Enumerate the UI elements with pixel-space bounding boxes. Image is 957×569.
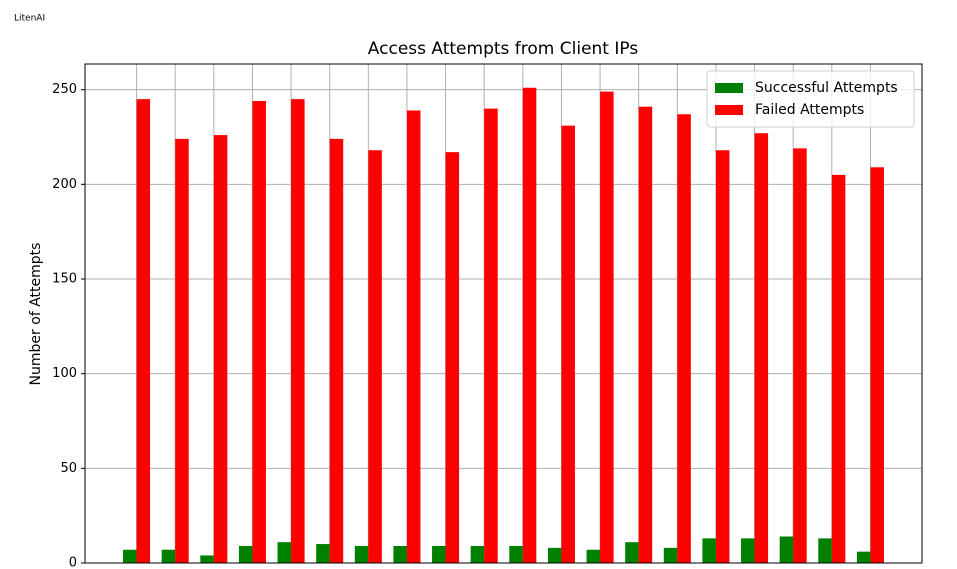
bar [818,538,832,563]
bar [200,555,214,563]
legend-swatch [715,83,743,93]
bar [291,99,305,563]
bar [213,135,228,563]
bar [509,545,523,563]
bar [741,538,755,563]
legend-label: Successful Attempts [755,80,898,96]
bar [393,545,407,563]
bar [754,133,769,563]
bar [702,538,716,563]
bar [793,148,807,563]
bar [316,544,330,563]
app-name: LitenAI [14,14,45,24]
bar [329,138,344,564]
bar [663,547,678,563]
bar [238,545,253,563]
bar [856,551,871,563]
bar [625,542,639,563]
bar [586,549,601,563]
y-tick-label: 250 [52,82,77,97]
bar [136,99,151,563]
y-tick-label: 50 [60,461,77,476]
bar [161,549,176,563]
bar [470,545,485,563]
bar [445,152,460,563]
bar [432,545,446,563]
bar [831,174,846,563]
bar [123,549,137,563]
y-tick-label: 0 [69,556,77,569]
bar [715,150,730,563]
bar [368,150,382,563]
legend-label: Failed Attempts [755,102,864,118]
y-tick-label: 100 [52,366,77,381]
bar [354,545,369,563]
legend-box [706,70,915,128]
bar [677,114,691,563]
bar [600,91,614,564]
bar [277,542,292,563]
bar [406,110,421,563]
y-tick-label: 150 [52,271,77,286]
chart-title: Access Attempts from Client IPs [368,39,639,59]
bar [484,108,498,563]
y-tick-label: 200 [52,177,77,192]
bar [522,87,537,563]
y-axis-label: Number of Attempts [28,243,44,386]
bar [561,125,575,563]
bar [870,167,884,563]
bar [175,138,189,564]
bar [252,101,266,563]
legend-swatch [715,105,743,115]
plot-frame [84,63,923,564]
bar [547,547,562,563]
bar [779,536,794,563]
bar [638,106,653,564]
